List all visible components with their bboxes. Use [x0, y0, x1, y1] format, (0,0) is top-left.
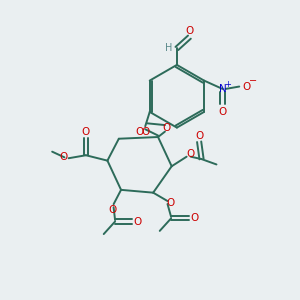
Text: N: N	[219, 84, 226, 94]
Text: O: O	[82, 127, 90, 137]
Text: O: O	[242, 82, 250, 92]
Text: O: O	[218, 107, 227, 117]
Text: O: O	[190, 213, 199, 223]
Text: −: −	[249, 76, 257, 86]
Text: O: O	[135, 127, 143, 137]
Text: O: O	[186, 149, 194, 159]
Text: O: O	[167, 198, 175, 208]
Text: +: +	[224, 80, 231, 89]
Text: O: O	[134, 217, 142, 226]
Text: O: O	[195, 131, 203, 141]
Text: H: H	[165, 44, 172, 53]
Text: O: O	[59, 152, 68, 162]
Text: O: O	[109, 205, 117, 214]
Text: O: O	[185, 26, 194, 36]
Text: O: O	[141, 127, 149, 136]
Text: O: O	[162, 123, 170, 133]
